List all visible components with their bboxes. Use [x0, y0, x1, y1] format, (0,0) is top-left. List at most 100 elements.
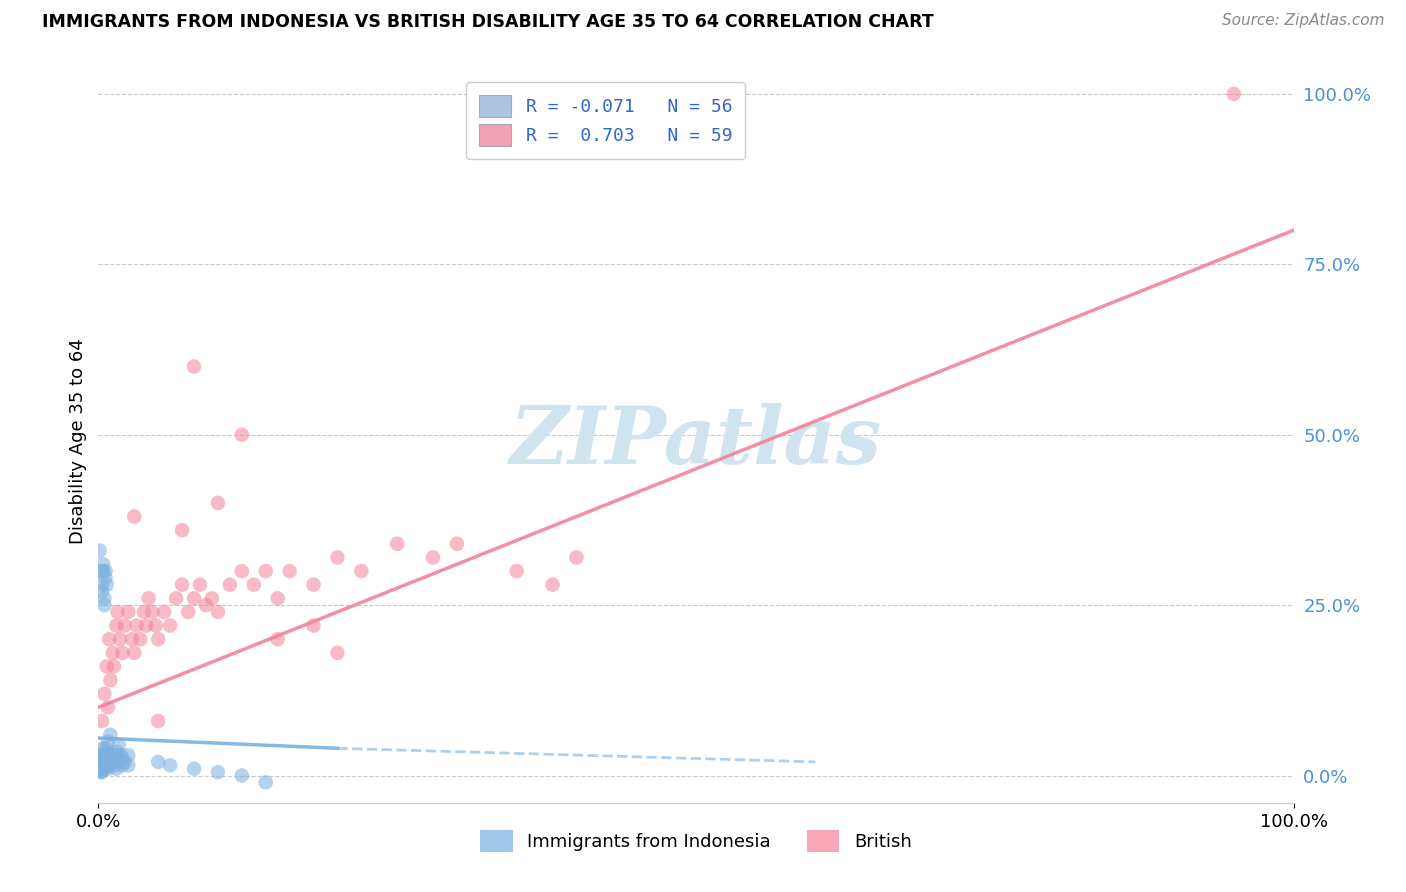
Point	[91, 564, 114, 578]
Point	[231, 564, 253, 578]
Point	[111, 646, 134, 660]
Point	[132, 605, 155, 619]
Point	[129, 632, 152, 647]
Point	[195, 598, 218, 612]
Point	[183, 762, 205, 776]
Point	[98, 673, 122, 687]
Point	[148, 714, 170, 728]
Point	[103, 659, 125, 673]
Point	[177, 605, 200, 619]
Point	[107, 738, 129, 752]
Point	[107, 605, 129, 619]
Point	[105, 745, 128, 759]
Point	[90, 758, 112, 772]
Point	[89, 755, 111, 769]
Point	[90, 748, 112, 763]
Point	[207, 496, 229, 510]
Point	[121, 632, 143, 647]
Point	[565, 550, 588, 565]
Point	[93, 758, 115, 772]
Point	[108, 632, 131, 647]
Point	[165, 591, 187, 606]
Point	[138, 591, 160, 606]
Point	[93, 598, 115, 612]
Point	[96, 745, 118, 759]
Point	[117, 605, 139, 619]
Point	[446, 537, 468, 551]
Point	[541, 577, 564, 591]
Point	[110, 748, 132, 763]
Point	[124, 646, 146, 660]
Point	[111, 751, 134, 765]
Point	[98, 728, 122, 742]
Point	[98, 748, 121, 763]
Point	[101, 755, 124, 769]
Point	[105, 762, 128, 776]
Point	[159, 758, 181, 772]
Point	[94, 564, 117, 578]
Point	[96, 577, 118, 591]
Point	[98, 758, 121, 772]
Y-axis label: Disability Age 35 to 64: Disability Age 35 to 64	[69, 339, 87, 544]
Point	[183, 591, 205, 606]
Point	[100, 751, 122, 765]
Point	[188, 577, 211, 591]
Point	[172, 577, 194, 591]
Point	[89, 543, 111, 558]
Point	[145, 618, 167, 632]
Point	[91, 748, 114, 763]
Point	[91, 765, 114, 780]
Point	[207, 605, 229, 619]
Point	[111, 758, 134, 772]
Point	[326, 646, 349, 660]
Point	[135, 618, 157, 632]
Point	[107, 751, 129, 765]
Point	[91, 577, 114, 591]
Point	[103, 758, 125, 772]
Point	[91, 756, 114, 771]
Point	[422, 550, 444, 565]
Point	[207, 765, 229, 780]
Point	[201, 591, 224, 606]
Point	[302, 577, 325, 591]
Point	[90, 765, 112, 780]
Point	[267, 591, 290, 606]
Legend: Immigrants from Indonesia, British: Immigrants from Indonesia, British	[472, 822, 920, 859]
Point	[96, 755, 118, 769]
Point	[159, 618, 181, 632]
Point	[326, 550, 349, 565]
Point	[141, 605, 163, 619]
Point	[153, 605, 176, 619]
Point	[117, 748, 139, 763]
Point	[125, 618, 148, 632]
Point	[254, 775, 277, 789]
Point	[97, 762, 120, 776]
Text: IMMIGRANTS FROM INDONESIA VS BRITISH DISABILITY AGE 35 TO 64 CORRELATION CHART: IMMIGRANTS FROM INDONESIA VS BRITISH DIS…	[42, 13, 934, 31]
Point	[231, 427, 253, 442]
Point	[385, 537, 409, 551]
Point	[231, 768, 253, 782]
Point	[124, 509, 146, 524]
Point	[90, 564, 112, 578]
Point	[91, 741, 114, 756]
Point	[93, 687, 115, 701]
Point	[1223, 87, 1246, 101]
Text: ZIPatlas: ZIPatlas	[510, 403, 882, 480]
Point	[91, 714, 114, 728]
Point	[117, 758, 139, 772]
Point	[93, 751, 115, 765]
Point	[91, 762, 114, 776]
Point	[243, 577, 266, 591]
Text: Source: ZipAtlas.com: Source: ZipAtlas.com	[1222, 13, 1385, 29]
Point	[108, 755, 131, 769]
Point	[254, 564, 277, 578]
Point	[98, 755, 122, 769]
Point	[183, 359, 205, 374]
Point	[96, 659, 118, 673]
Point	[91, 584, 114, 599]
Point	[104, 748, 127, 763]
Point	[148, 755, 170, 769]
Point	[93, 591, 115, 606]
Point	[98, 632, 121, 647]
Point	[148, 632, 170, 647]
